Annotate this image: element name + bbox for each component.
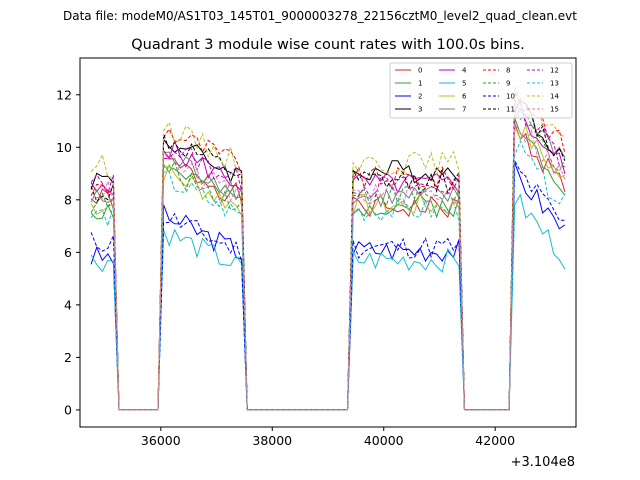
legend-label-11: 11: [506, 106, 515, 114]
x-offset-label: +3.104e8: [511, 455, 575, 470]
legend-frame: [389, 62, 573, 119]
legend-label-4: 4: [462, 67, 467, 75]
legend-label-8: 8: [506, 67, 510, 75]
legend-label-15: 15: [550, 106, 559, 114]
ticks-layer: 36000 38000 40000 42000 0 2 4 6 8 10 12: [56, 87, 515, 448]
chart-title: Quadrant 3 module wise count rates with …: [131, 37, 525, 53]
legend-label-3: 3: [418, 106, 422, 114]
y-tick-label: 10: [56, 140, 72, 155]
plot-frame: [79, 57, 577, 428]
x-tick-label: 42000: [475, 433, 515, 448]
legend-label-12: 12: [550, 67, 559, 75]
series-layer: [90, 86, 566, 411]
legend-label-10: 10: [506, 93, 515, 101]
x-tick-label: 38000: [252, 433, 292, 448]
x-tick-label: 40000: [364, 433, 404, 448]
legend-label-2: 2: [418, 93, 422, 101]
y-tick-label: 12: [56, 87, 72, 102]
legend-label-9: 9: [506, 80, 510, 88]
legend-label-14: 14: [550, 93, 559, 101]
y-tick-label: 2: [64, 350, 72, 365]
legend-label-0: 0: [418, 67, 422, 75]
legend-label-7: 7: [462, 106, 466, 114]
y-tick-label: 4: [64, 297, 72, 312]
chart-suptitle: Data file: modeM0/AS1T03_145T01_90000032…: [63, 9, 577, 23]
legend-label-13: 13: [550, 80, 559, 88]
y-tick-label: 6: [64, 245, 72, 260]
series-line-15: [90, 122, 566, 411]
legend-label-6: 6: [462, 93, 467, 101]
series-line-13: [90, 139, 566, 411]
y-tick-label: 8: [64, 192, 72, 207]
legend-label-1: 1: [418, 80, 422, 88]
x-tick-label: 36000: [141, 433, 181, 448]
y-tick-label: 0: [64, 402, 72, 417]
legend-label-5: 5: [462, 80, 466, 88]
